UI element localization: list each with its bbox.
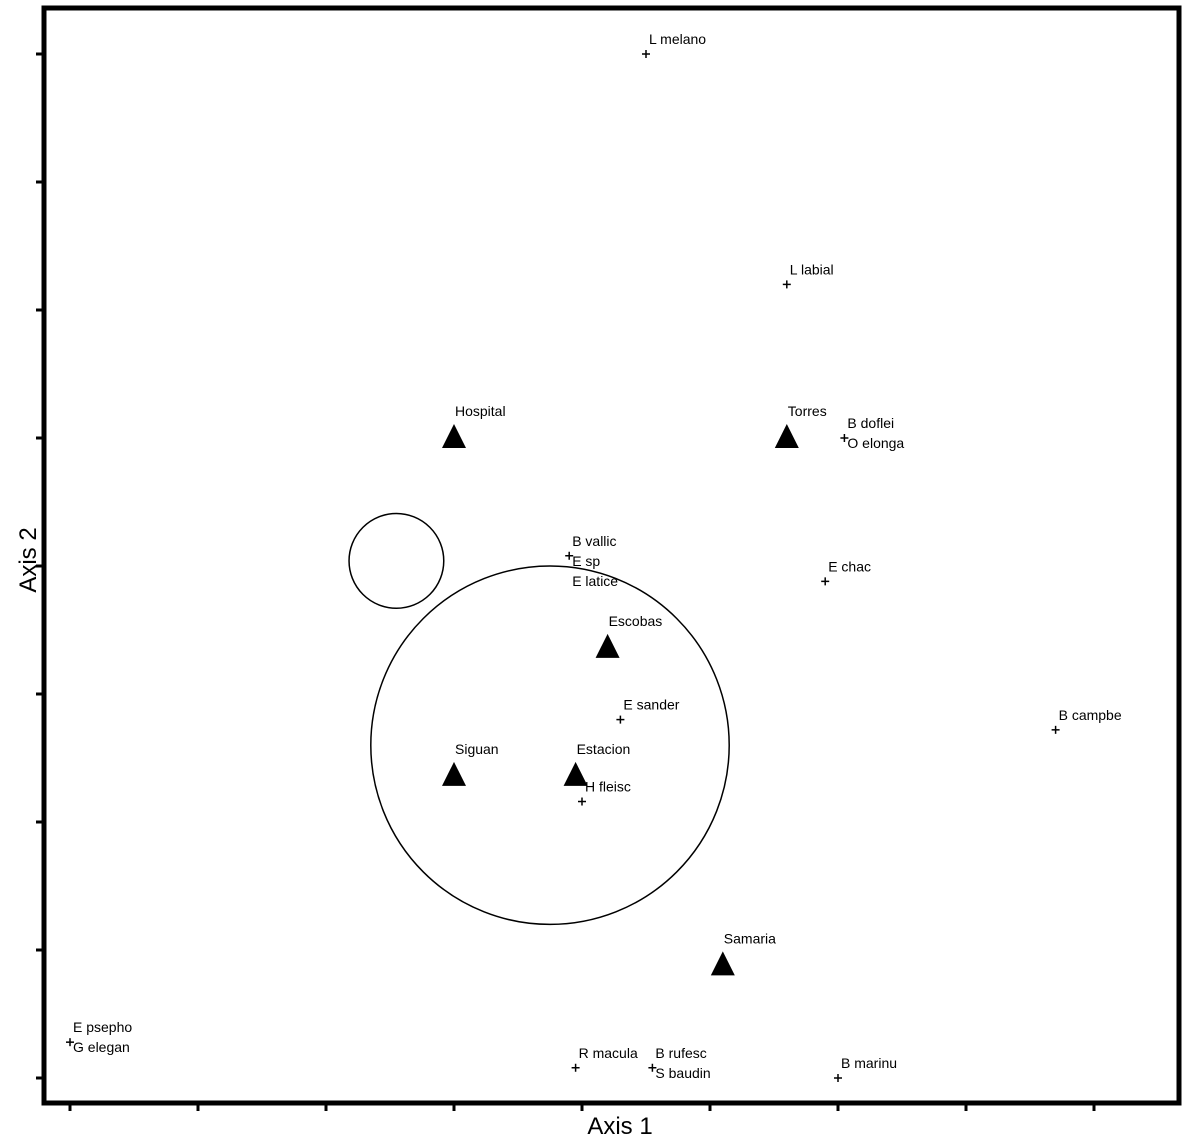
species-label: B campbe xyxy=(1059,707,1122,723)
x-axis-ticks xyxy=(68,1103,1096,1111)
species-label: G elegan xyxy=(73,1039,130,1055)
species-point-marker xyxy=(642,50,650,58)
site-markers: Hospital Torres Escobas Siguan Estacion Samar… xyxy=(442,403,827,976)
site-marker xyxy=(595,633,620,658)
species-label: L melano xyxy=(649,31,706,47)
species-point-marker xyxy=(834,1074,842,1082)
species-label: O elonga xyxy=(847,435,904,451)
grouping-circle xyxy=(370,565,730,926)
species-label: H fleisc xyxy=(585,779,631,795)
site-label: Estacion xyxy=(577,741,631,757)
species-point-marker xyxy=(821,577,830,586)
site-label: Torres xyxy=(788,403,827,419)
species-point-marker xyxy=(578,797,586,806)
site-marker xyxy=(442,761,466,786)
species-point-marker xyxy=(565,551,574,560)
species-label: E latice xyxy=(572,573,618,589)
species-label: L labial xyxy=(790,261,834,277)
species-label: E sander xyxy=(623,697,679,713)
species-point-marker xyxy=(840,434,849,442)
species-label: R macula xyxy=(579,1045,638,1061)
species-point-marker xyxy=(648,1063,657,1072)
site-marker xyxy=(442,424,466,448)
x-axis-title: Axis 1 xyxy=(587,1113,652,1140)
y-axis-ticks xyxy=(36,52,44,1080)
species-label: E sp xyxy=(572,553,600,569)
species-label: S baudin xyxy=(655,1065,710,1081)
site-label: Hospital xyxy=(455,403,506,419)
site-marker xyxy=(774,424,799,448)
site-label: Siguan xyxy=(455,741,499,757)
site-marker xyxy=(710,951,735,976)
species-point-marker xyxy=(66,1038,74,1047)
species-label: E psepho xyxy=(73,1019,132,1035)
species-point-marker xyxy=(616,715,625,724)
species-label: B rufesc xyxy=(655,1045,706,1061)
y-axis-title: Axis 2 xyxy=(15,527,42,592)
plot-frame xyxy=(41,5,1182,1106)
site-marker xyxy=(563,761,588,786)
species-point-marker xyxy=(1051,725,1060,734)
grouping-circle xyxy=(348,512,445,609)
species-point-marker xyxy=(571,1063,580,1072)
site-label: Escobas xyxy=(609,613,663,629)
species-label: B marinu xyxy=(841,1055,897,1071)
species-label: B vallic xyxy=(572,533,616,549)
species-label: E chac xyxy=(828,558,871,574)
grouping-circles xyxy=(348,512,730,926)
species-label: B doflei xyxy=(847,415,894,431)
site-label: Samaria xyxy=(724,930,776,946)
species-point-marker xyxy=(782,280,791,289)
